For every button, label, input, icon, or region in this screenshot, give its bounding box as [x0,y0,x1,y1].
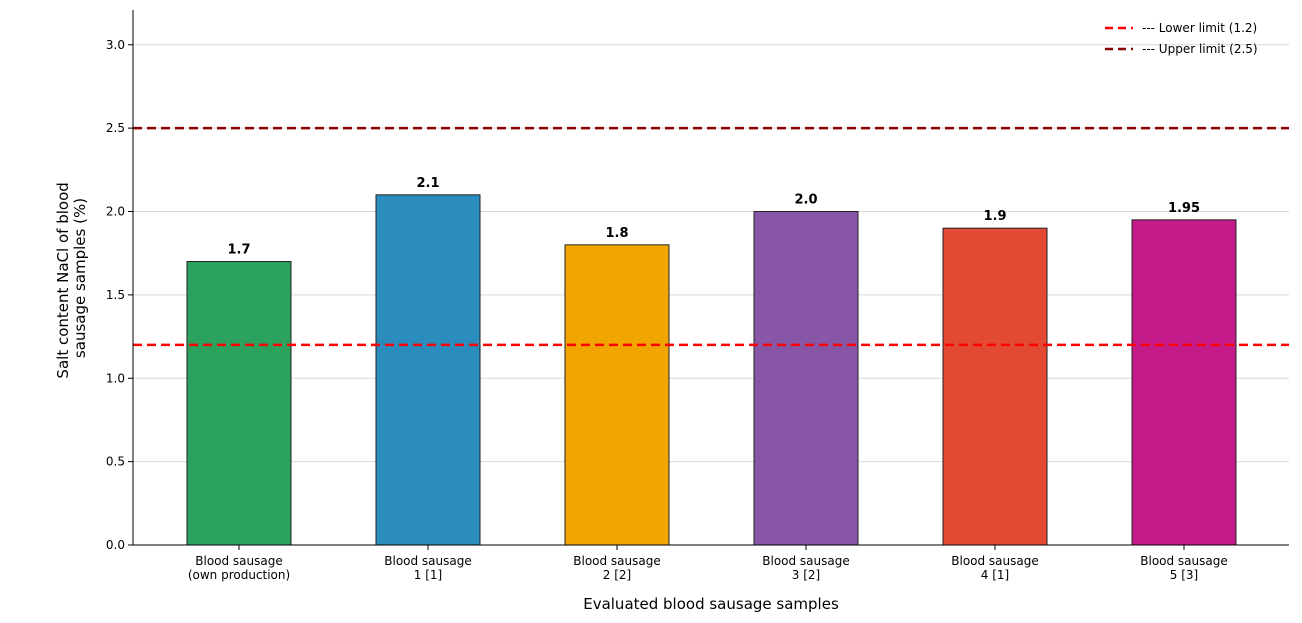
x-tick-label-line: 4 [1] [981,568,1009,582]
bar [942,227,1048,546]
bar [186,261,292,546]
bars [186,194,1237,546]
x-tick-label-line: Blood sausage [195,554,283,568]
axes [132,10,1289,546]
bar-value-label: 1.9 [983,209,1006,224]
x-tick-label: Blood sausage 4 [1] [951,554,1039,582]
x-ticks: Blood sausage (own production)Blood sausa… [188,545,1228,582]
x-tick-label-line: Blood sausage [573,554,661,568]
x-axis-title: Evaluated blood sausage samples [583,595,839,613]
bar [564,244,670,546]
bar [375,194,481,546]
y-tick-label: 3.0 [106,38,125,52]
x-tick-label-line: 3 [2] [792,568,820,582]
legend-label-upper-limit: --- Upper limit (2.5) [1142,42,1258,56]
x-tick-label-line: Blood sausage [1140,554,1228,568]
x-tick-label-line: Blood sausage [762,554,850,568]
y-tick-label: 1.5 [106,288,125,302]
x-tick-label-line: Blood sausage [384,554,472,568]
bar [1131,219,1237,546]
y-axis-title-line-1: Salt content NaCl of blood [54,182,72,378]
y-ticks: 0.0 0.5 1.0 1.5 2.0 2.5 3.0 [106,38,133,552]
bar-value-label: 2.1 [416,176,439,191]
x-tick-label-line: 1 [1] [414,568,442,582]
y-tick-label: 0.5 [106,455,125,469]
y-tick-label: 2.0 [106,205,125,219]
x-tick-label-line: (own production) [188,568,290,582]
legend-label-lower-limit: --- Lower limit (1.2) [1142,21,1257,35]
y-tick-label: 1.0 [106,371,125,385]
y-tick-label: 2.5 [106,121,125,135]
x-tick-label: Blood sausage 2 [2] [573,554,661,582]
x-tick-label-line: 5 [3] [1170,568,1198,582]
y-axis-title: Salt content NaCl of blood sausage sampl… [54,177,89,378]
y-tick-label: 0.0 [106,538,125,552]
x-tick-label: Blood sausage 3 [2] [762,554,850,582]
legend: --- Lower limit (1.2) --- Upper limit (2… [1105,21,1258,56]
value-labels: 1.7 2.1 1.8 2.0 1.9 1.95 [227,176,1200,258]
y-axis-title-line-2: sausage samples (%) [71,198,89,358]
bar-value-label: 1.7 [227,243,250,258]
x-tick-label-line: Blood sausage [951,554,1039,568]
x-tick-label: Blood sausage (own production) [188,554,290,582]
x-tick-label-line: 2 [2] [603,568,631,582]
x-tick-label: Blood sausage 1 [1] [384,554,472,582]
grid-lines [133,44,1289,463]
x-tick-label: Blood sausage 5 [3] [1140,554,1228,582]
bar [753,211,859,546]
bar-value-label: 2.0 [794,193,817,208]
reference-lines [133,126,1289,347]
bar-value-label: 1.8 [605,226,628,241]
bar-value-label: 1.95 [1168,201,1200,216]
